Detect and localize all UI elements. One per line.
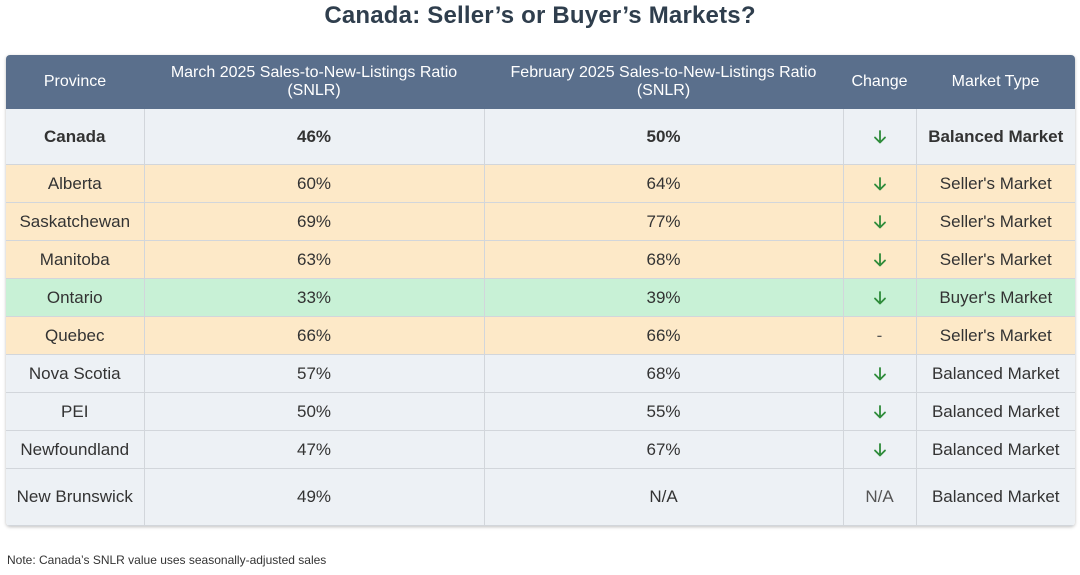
table-body: Canada 46% 50% Balanced Market Alberta 60% 64%… bbox=[6, 109, 1075, 526]
february-snlr-cell: 50% bbox=[484, 109, 844, 165]
province-cell: Alberta bbox=[6, 164, 145, 203]
change-cell bbox=[843, 164, 917, 203]
table-row: Nova Scotia 57% 68% Balanced Market bbox=[6, 354, 1075, 393]
table-row: Alberta 60% 64% Seller's Market bbox=[6, 164, 1075, 203]
february-snlr-cell: 66% bbox=[484, 316, 844, 355]
table-row: Quebec 66% 66% - Seller's Market bbox=[6, 316, 1075, 355]
table-row: Manitoba 63% 68% Seller's Market bbox=[6, 240, 1075, 279]
march-snlr-cell: 69% bbox=[144, 202, 485, 241]
february-snlr-cell: N/A bbox=[484, 468, 844, 526]
march-snlr-cell: 33% bbox=[144, 278, 485, 317]
chart-title: Canada: Seller’s or Buyer’s Markets? bbox=[324, 2, 756, 29]
change-cell: N/A bbox=[843, 468, 917, 526]
table-row: New Brunswick 49% N/A N/A Balanced Market bbox=[6, 468, 1075, 526]
market-type-cell: Seller's Market bbox=[916, 164, 1075, 203]
table-row: Newfoundland 47% 67% Balanced Market bbox=[6, 430, 1075, 469]
february-snlr-cell: 68% bbox=[484, 240, 844, 279]
market-type-cell: Balanced Market bbox=[916, 468, 1075, 526]
table-row: PEI 50% 55% Balanced Market bbox=[6, 392, 1075, 431]
header-change: Change bbox=[843, 55, 916, 109]
table-row: Saskatchewan 69% 77% Seller's Market bbox=[6, 202, 1075, 241]
change-cell bbox=[843, 240, 917, 279]
province-cell: PEI bbox=[6, 392, 145, 431]
table-row: Ontario 33% 39% Buyer's Market bbox=[6, 278, 1075, 317]
down-arrow-icon bbox=[872, 127, 888, 146]
header-february-snlr: February 2025 Sales-to-New-Listings Rati… bbox=[484, 55, 843, 109]
market-type-cell: Balanced Market bbox=[916, 354, 1075, 393]
march-snlr-cell: 60% bbox=[144, 164, 485, 203]
down-arrow-icon bbox=[872, 440, 888, 459]
province-cell: Ontario bbox=[6, 278, 145, 317]
market-type-cell: Balanced Market bbox=[916, 109, 1075, 165]
february-snlr-cell: 67% bbox=[484, 430, 844, 469]
down-arrow-icon bbox=[872, 364, 888, 383]
market-type-cell: Balanced Market bbox=[916, 392, 1075, 431]
march-snlr-cell: 50% bbox=[144, 392, 485, 431]
march-snlr-cell: 66% bbox=[144, 316, 485, 355]
market-type-cell: Seller's Market bbox=[916, 316, 1075, 355]
province-cell: Canada bbox=[6, 109, 145, 165]
market-type-cell: Buyer's Market bbox=[916, 278, 1075, 317]
march-snlr-cell: 57% bbox=[144, 354, 485, 393]
february-snlr-cell: 55% bbox=[484, 392, 844, 431]
province-cell: Quebec bbox=[6, 316, 145, 355]
march-snlr-cell: 49% bbox=[144, 468, 485, 526]
province-cell: Manitoba bbox=[6, 240, 145, 279]
header-march-snlr: March 2025 Sales-to-New-Listings Ratio (… bbox=[144, 55, 484, 109]
down-arrow-icon bbox=[872, 212, 888, 231]
march-snlr-cell: 46% bbox=[144, 109, 485, 165]
header-row: Province March 2025 Sales-to-New-Listing… bbox=[6, 55, 1075, 109]
february-snlr-cell: 77% bbox=[484, 202, 844, 241]
snlr-table-container: Province March 2025 Sales-to-New-Listing… bbox=[6, 55, 1075, 526]
change-cell bbox=[843, 392, 917, 431]
market-type-cell: Balanced Market bbox=[916, 430, 1075, 469]
february-snlr-cell: 68% bbox=[484, 354, 844, 393]
snlr-table: Province March 2025 Sales-to-New-Listing… bbox=[6, 55, 1075, 526]
change-cell bbox=[843, 202, 917, 241]
down-arrow-icon bbox=[872, 250, 888, 269]
february-snlr-cell: 39% bbox=[484, 278, 844, 317]
province-cell: New Brunswick bbox=[6, 468, 145, 526]
change-cell: - bbox=[843, 316, 917, 355]
table-row: Canada 46% 50% Balanced Market bbox=[6, 109, 1075, 165]
province-cell: Nova Scotia bbox=[6, 354, 145, 393]
march-snlr-cell: 63% bbox=[144, 240, 485, 279]
change-cell bbox=[843, 354, 917, 393]
footnote: Note: Canada’s SNLR value uses seasonall… bbox=[7, 553, 327, 567]
february-snlr-cell: 64% bbox=[484, 164, 844, 203]
header-market-type: Market Type bbox=[916, 55, 1075, 109]
down-arrow-icon bbox=[872, 402, 888, 421]
march-snlr-cell: 47% bbox=[144, 430, 485, 469]
header-province: Province bbox=[6, 55, 144, 109]
down-arrow-icon bbox=[872, 174, 888, 193]
change-cell bbox=[843, 430, 917, 469]
change-cell bbox=[843, 109, 917, 165]
change-cell bbox=[843, 278, 917, 317]
province-cell: Newfoundland bbox=[6, 430, 145, 469]
market-type-cell: Seller's Market bbox=[916, 202, 1075, 241]
market-type-cell: Seller's Market bbox=[916, 240, 1075, 279]
down-arrow-icon bbox=[872, 288, 888, 307]
province-cell: Saskatchewan bbox=[6, 202, 145, 241]
